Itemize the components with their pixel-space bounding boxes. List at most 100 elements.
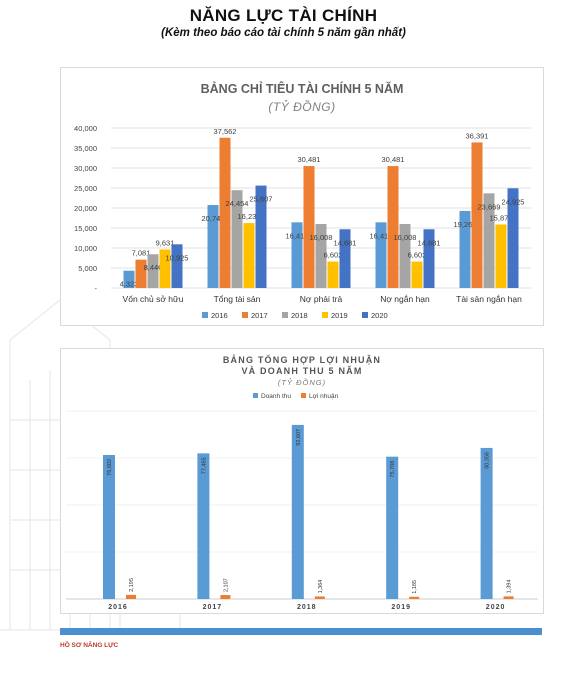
x-category-label: Nợ phải trả (300, 294, 343, 304)
legend-label: 2018 (291, 311, 308, 320)
bar-profit (220, 595, 231, 599)
footer-label: HỒ SƠ NĂNG LỰC (60, 642, 119, 649)
bar-profit (503, 596, 514, 599)
legend-swatch-2018 (282, 312, 288, 318)
y-tick-label: 35,000 (74, 144, 97, 153)
bar-value-label: 75,708 (390, 461, 396, 478)
bar-2019 (159, 249, 171, 288)
x-category-label: 2020 (486, 604, 506, 611)
bar-2016 (123, 270, 135, 288)
bar-2018 (231, 190, 243, 288)
bar-2016 (207, 205, 219, 288)
bar-2016 (375, 222, 387, 288)
bar-2017 (387, 166, 399, 288)
bar-value-label: 19,267 (454, 220, 477, 229)
page-title: NĂNG LỰC TÀI CHÍNH (189, 6, 378, 25)
bar-value-label: 77,465 (201, 457, 207, 474)
bar-value-label: 8,440 (144, 263, 163, 272)
legend-swatch-2020 (362, 312, 368, 318)
bar-revenue (386, 456, 399, 599)
bar-2018 (483, 193, 495, 288)
bar-revenue (291, 424, 304, 599)
x-category-label: 2018 (297, 604, 317, 611)
page-subtitle: (Kèm theo báo cáo tài chính 5 năm gần nh… (161, 27, 406, 39)
bar-value-label: 1,185 (412, 580, 418, 594)
bar-2017 (303, 166, 315, 288)
bar-2018 (315, 223, 327, 288)
bar-2019 (243, 223, 255, 288)
y-tick-label: 10,000 (74, 244, 97, 253)
bar-value-label: 16,008 (310, 233, 333, 242)
bar-value-label: 2,195 (129, 578, 135, 592)
x-category-label: 2017 (203, 604, 223, 611)
legend-label: 2019 (331, 311, 348, 320)
x-category-label: 2019 (391, 604, 411, 611)
bar-2019 (411, 261, 423, 288)
y-tick-label: 40,000 (74, 124, 97, 133)
bar-profit (126, 594, 136, 599)
bar-value-label: 24,454 (226, 199, 249, 208)
y-tick-label: 5,000 (78, 264, 97, 273)
bar-value-label: 15,873 (490, 214, 513, 223)
bar-2016 (459, 210, 471, 288)
legend-swatch (253, 393, 258, 398)
bar-2018 (147, 254, 159, 288)
bar-value-label: 6,602 (408, 251, 427, 260)
bar-value-label: 37,562 (214, 127, 237, 136)
y-tick-label: 20,000 (74, 204, 97, 213)
bar-value-label: 16,419 (370, 231, 393, 240)
x-category-label: Tài sản ngắn hạn (456, 294, 522, 304)
bar-value-label: 76,602 (107, 459, 113, 476)
bar-value-label: 9,631 (156, 238, 175, 247)
bar-2017 (471, 142, 483, 288)
legend-label: Doanh thu (261, 393, 291, 400)
bar-2020 (423, 229, 435, 288)
bar-value-label: 16,419 (286, 231, 309, 240)
legend-label: 2016 (211, 311, 228, 320)
y-tick-label: 30,000 (74, 164, 97, 173)
bar-2017 (219, 137, 231, 288)
bar-value-label: 92,607 (296, 429, 302, 446)
bar-2017 (135, 259, 147, 288)
bar-2018 (399, 223, 411, 288)
chart-title-line-1: BẢNG TỔNG HỢP LỢI NHUẬN (223, 354, 381, 365)
bar-value-label: 10,925 (166, 253, 189, 262)
bar-2020 (339, 229, 351, 288)
bar-2020 (171, 244, 183, 288)
bar-revenue (103, 454, 115, 599)
x-category-label: Tổng tài sản (214, 294, 261, 304)
legend-swatch-2019 (322, 312, 328, 318)
legend-label: 2020 (371, 311, 388, 320)
bar-value-label: 2,107 (223, 578, 229, 592)
y-tick-label: 15,000 (74, 224, 97, 233)
legend-swatch-2016 (202, 312, 208, 318)
x-category-label: Vốn chủ sở hữu (123, 294, 184, 304)
bar-value-label: 80,356 (485, 452, 491, 469)
x-category-label: Nợ ngắn hạn (380, 294, 430, 304)
bar-value-label: 14,681 (334, 238, 357, 247)
bar-2019 (495, 224, 507, 288)
bar-value-label: 30,481 (298, 155, 321, 164)
revenue-profit-chart-panel: BẢNG TỔNG HỢP LỢI NHUẬN VÀ DOANH THU 5 NĂ… (60, 348, 544, 614)
chart-subtitle: (TỶ ĐỒNG) (268, 99, 335, 114)
bar-profit (409, 596, 420, 599)
financial-indicators-chart-panel: BẢNG CHỈ TIÊU TÀI CHÍNH 5 NĂM (TỶ ĐỒNG) - 5… (60, 67, 544, 326)
chart-title: BẢNG CHỈ TIÊU TÀI CHÍNH 5 NĂM (201, 81, 404, 96)
bar-2020 (255, 185, 267, 288)
bar-value-label: 6,602 (324, 251, 343, 260)
x-category-label: 2016 (108, 604, 128, 611)
bar-2020 (507, 188, 519, 288)
y-tick-label: 25,000 (74, 184, 97, 193)
legend-label: Lợi nhuận (309, 393, 339, 400)
bar-value-label: 4,323 (120, 280, 139, 289)
bar-value-label: 16,234 (238, 212, 261, 221)
bar-value-label: 30,481 (382, 155, 405, 164)
bar-value-label: 20,742 (202, 214, 225, 223)
bar-revenue (197, 453, 210, 599)
bar-value-label: 25,607 (250, 195, 273, 204)
legend-swatch-2017 (242, 312, 248, 318)
financial-indicators-chart: BẢNG CHỈ TIÊU TÀI CHÍNH 5 NĂM (TỶ ĐỒNG) - 5… (74, 81, 531, 320)
bar-profit (314, 596, 325, 599)
bar-value-label: 7,081 (132, 249, 151, 258)
